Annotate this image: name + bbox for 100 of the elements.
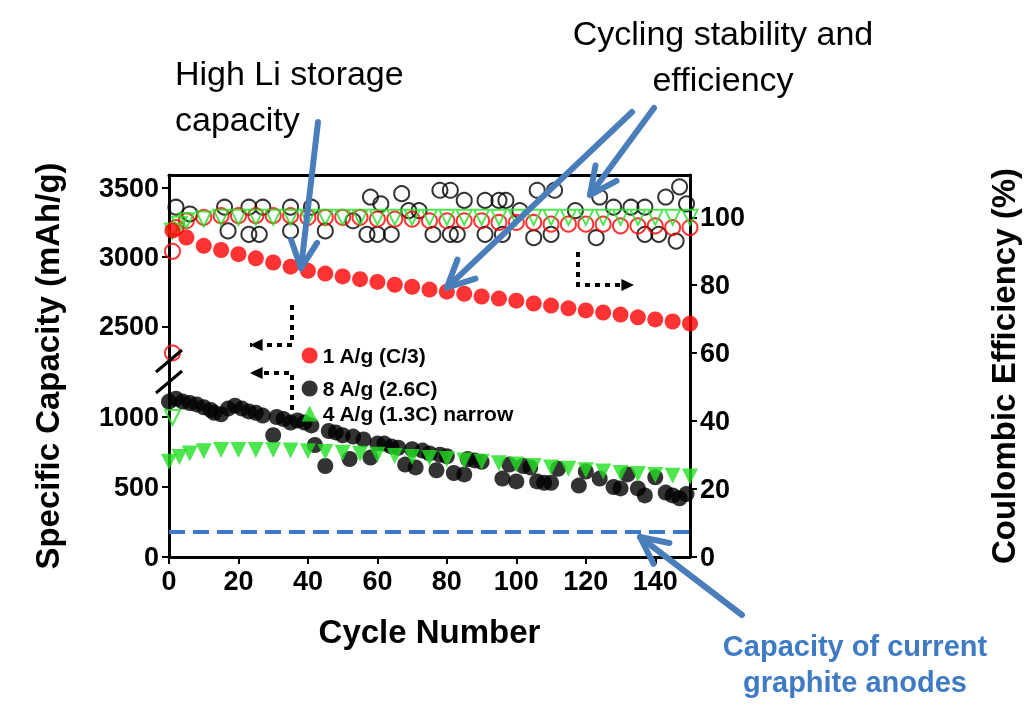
point [595, 304, 612, 321]
point [473, 212, 491, 230]
point [473, 288, 490, 305]
x-tick-label: 60 [362, 565, 393, 596]
point [247, 441, 264, 458]
point [441, 181, 459, 199]
point [170, 215, 188, 233]
point [358, 225, 376, 243]
point [493, 225, 511, 243]
point [667, 232, 685, 250]
point [647, 311, 664, 328]
point [542, 215, 560, 233]
point [682, 468, 698, 485]
y-axis-title: Specific Capacity (mAh/g) [29, 162, 67, 570]
point [566, 202, 584, 220]
y-tick-label: 1000 [98, 402, 159, 432]
point [525, 229, 543, 247]
point [497, 191, 515, 209]
y2-tick-label: 60 [700, 337, 731, 368]
x-axis-title: Cycle Number [318, 613, 541, 650]
point [476, 191, 494, 209]
y2-tick-label: 100 [700, 202, 746, 233]
point [650, 225, 668, 243]
point [344, 212, 362, 230]
point [250, 225, 268, 243]
point [369, 273, 386, 290]
point [636, 198, 654, 216]
point [438, 212, 456, 230]
point [302, 198, 320, 216]
point [352, 271, 369, 288]
point [543, 297, 560, 314]
point [181, 445, 198, 462]
point [682, 315, 698, 332]
y2-tick-label: 40 [700, 405, 731, 436]
point [629, 309, 646, 326]
point [605, 198, 623, 216]
point [421, 449, 438, 466]
point [213, 441, 230, 458]
point [559, 215, 577, 233]
x-tick-label: 80 [431, 565, 462, 596]
legend-label: 4 A/g (1.3C) narrow [322, 402, 514, 425]
point [507, 213, 525, 231]
point [219, 222, 237, 240]
point [594, 208, 612, 226]
point [424, 225, 442, 243]
y2-tick-label: 80 [700, 270, 731, 301]
point [455, 212, 473, 230]
point [240, 225, 258, 243]
point [240, 198, 258, 216]
point [282, 258, 299, 275]
point [431, 181, 449, 199]
point [542, 208, 560, 226]
point [421, 281, 438, 298]
legend-label: 8 A/g (2.6C) [322, 377, 438, 400]
point [167, 198, 185, 216]
y-tick-label: 3500 [98, 172, 159, 203]
y-tick-label: 0 [143, 542, 159, 572]
point [195, 443, 212, 460]
point [490, 290, 507, 307]
point [546, 181, 564, 199]
point [421, 208, 438, 226]
point [542, 225, 560, 243]
point [560, 300, 577, 317]
point [646, 208, 664, 226]
point [368, 225, 386, 243]
point [612, 217, 630, 235]
point [490, 213, 508, 231]
point [664, 208, 682, 226]
point [216, 198, 234, 216]
point [678, 195, 696, 213]
point [386, 276, 403, 293]
point [282, 442, 299, 459]
point [230, 246, 247, 263]
point [265, 254, 282, 271]
y-tick-label: 500 [113, 472, 159, 502]
point [438, 208, 456, 226]
point [657, 188, 675, 206]
point [265, 441, 282, 458]
point [664, 313, 681, 330]
point [421, 212, 438, 230]
point [163, 344, 181, 362]
x-tick-label: 20 [223, 565, 254, 596]
point [629, 208, 647, 226]
point [254, 198, 272, 216]
point [559, 208, 577, 226]
point [490, 208, 508, 226]
point [664, 219, 682, 237]
y-tick-label: 2500 [98, 311, 159, 342]
point [577, 302, 594, 319]
point [612, 306, 629, 323]
point [316, 222, 334, 240]
point [317, 265, 334, 282]
point [317, 444, 334, 460]
point [361, 188, 379, 206]
point [508, 292, 525, 309]
point [400, 202, 418, 220]
point [171, 448, 188, 465]
point [181, 205, 199, 223]
point [456, 285, 473, 302]
point [372, 195, 390, 213]
